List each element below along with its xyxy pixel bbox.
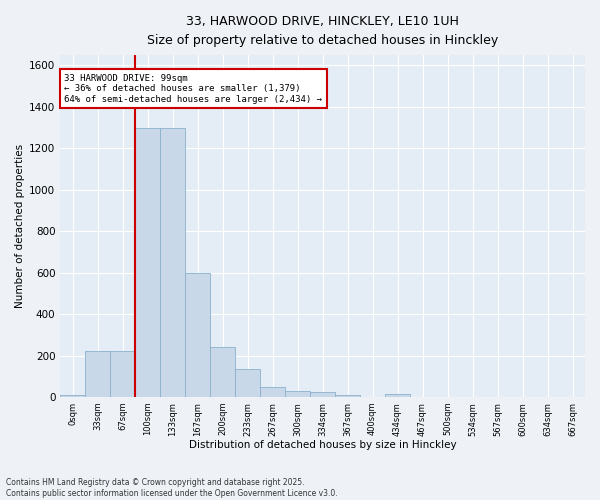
- Text: 33 HARWOOD DRIVE: 99sqm
← 36% of detached houses are smaller (1,379)
64% of semi: 33 HARWOOD DRIVE: 99sqm ← 36% of detache…: [64, 74, 322, 104]
- Bar: [260, 386, 285, 397]
- Text: Contains HM Land Registry data © Crown copyright and database right 2025.
Contai: Contains HM Land Registry data © Crown c…: [6, 478, 338, 498]
- Bar: [135, 128, 160, 397]
- Bar: [285, 391, 310, 397]
- Bar: [60, 395, 85, 397]
- Bar: [110, 352, 135, 397]
- X-axis label: Distribution of detached houses by size in Hinckley: Distribution of detached houses by size …: [189, 440, 457, 450]
- Bar: [310, 392, 335, 397]
- Bar: [210, 347, 235, 397]
- Bar: [160, 128, 185, 397]
- Bar: [185, 272, 210, 397]
- Bar: [235, 369, 260, 397]
- Bar: [385, 394, 410, 397]
- Bar: [335, 395, 360, 397]
- Y-axis label: Number of detached properties: Number of detached properties: [15, 144, 25, 308]
- Title: 33, HARWOOD DRIVE, HINCKLEY, LE10 1UH
Size of property relative to detached hous: 33, HARWOOD DRIVE, HINCKLEY, LE10 1UH Si…: [147, 15, 498, 47]
- Bar: [85, 352, 110, 397]
